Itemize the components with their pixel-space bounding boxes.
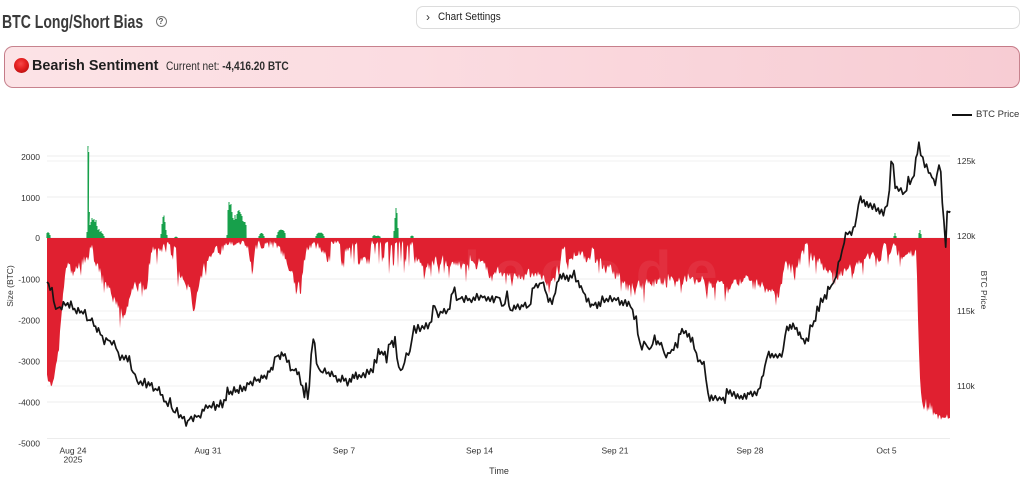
svg-text:BTC Price: BTC Price <box>979 271 989 310</box>
svg-text:-3000: -3000 <box>18 357 40 367</box>
svg-text:decode: decode <box>444 240 731 305</box>
svg-text:2000: 2000 <box>21 152 40 162</box>
svg-text:-4000: -4000 <box>18 398 40 408</box>
svg-text:1000: 1000 <box>21 193 40 203</box>
svg-text:Size (BTC): Size (BTC) <box>5 265 15 307</box>
svg-text:-1000: -1000 <box>18 275 40 285</box>
svg-text:Sep 14: Sep 14 <box>466 446 493 456</box>
svg-text:Aug 24: Aug 24 <box>60 446 87 456</box>
svg-text:Aug 31: Aug 31 <box>195 446 222 456</box>
svg-text:0: 0 <box>35 233 40 243</box>
svg-text:Sep 21: Sep 21 <box>602 446 629 456</box>
svg-text:125k: 125k <box>957 156 976 166</box>
svg-text:-5000: -5000 <box>18 439 40 449</box>
svg-text:Sep 7: Sep 7 <box>333 446 355 456</box>
svg-text:2025: 2025 <box>64 455 83 465</box>
svg-text:110k: 110k <box>957 381 976 391</box>
svg-text:120k: 120k <box>957 231 976 241</box>
svg-text:-2000: -2000 <box>18 316 40 326</box>
svg-text:Oct 5: Oct 5 <box>876 446 897 456</box>
svg-text:Sep 28: Sep 28 <box>737 446 764 456</box>
svg-text:115k: 115k <box>957 306 976 316</box>
svg-text:Time: Time <box>489 466 509 476</box>
